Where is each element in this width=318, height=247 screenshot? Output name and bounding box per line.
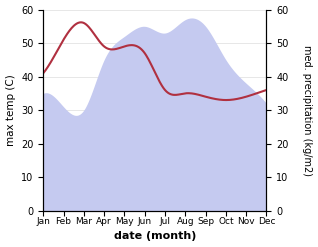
Y-axis label: max temp (C): max temp (C) — [5, 74, 16, 146]
Y-axis label: med. precipitation (kg/m2): med. precipitation (kg/m2) — [302, 45, 313, 176]
X-axis label: date (month): date (month) — [114, 231, 196, 242]
